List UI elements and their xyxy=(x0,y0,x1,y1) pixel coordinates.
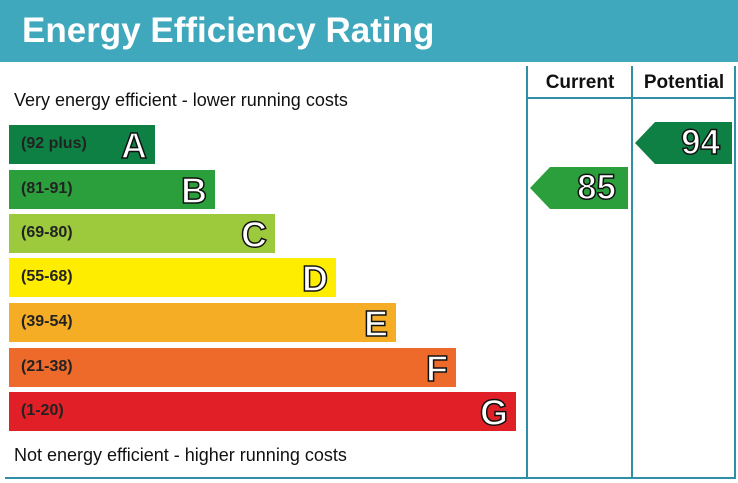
top-note: Very energy efficient - lower running co… xyxy=(14,90,348,110)
band-letter: F xyxy=(425,347,449,390)
divider-potential xyxy=(631,66,633,479)
divider-right xyxy=(734,66,736,479)
band-range-label: (1-20) xyxy=(21,402,64,419)
band-e: (39-54) E xyxy=(9,302,396,345)
band-c: (69-80) C xyxy=(9,213,275,256)
header-divider xyxy=(527,97,736,99)
title-bar: Energy Efficiency Rating xyxy=(0,0,738,62)
band-range-label: (55-68) xyxy=(21,268,73,285)
band-range-label: (21-38) xyxy=(21,358,73,375)
column-header-potential: Potential xyxy=(643,72,725,93)
band-b: (81-91) B xyxy=(9,169,215,212)
band-a: (92 plus) A xyxy=(9,124,155,167)
potential-rating-value: 94 xyxy=(680,122,720,163)
band-f: (21-38) F xyxy=(9,347,456,390)
band-range-label: (92 plus) xyxy=(21,135,87,152)
band-g: (1-20) G xyxy=(9,391,516,434)
chart-title: Energy Efficiency Rating xyxy=(22,11,435,50)
bottom-border xyxy=(5,477,736,479)
potential-arrow-shape xyxy=(635,122,732,164)
band-letter: E xyxy=(363,302,389,345)
band-range-label: (69-80) xyxy=(21,224,73,241)
current-rating-value: 85 xyxy=(576,167,616,208)
band-d: (55-68) D xyxy=(9,257,336,300)
current-arrow-shape xyxy=(530,167,628,209)
band-letter: G xyxy=(479,391,509,434)
current-rating-arrow: 85 xyxy=(530,167,628,209)
column-header-current: Current xyxy=(545,72,615,93)
band-letter: B xyxy=(180,169,208,212)
divider-current xyxy=(526,66,528,479)
bottom-note: Not energy efficient - higher running co… xyxy=(14,445,347,465)
band-range-label: (81-91) xyxy=(21,180,73,197)
band-letter: C xyxy=(240,213,268,256)
potential-rating-arrow: 94 xyxy=(635,122,732,164)
band-letter: A xyxy=(120,124,148,167)
band-letter: D xyxy=(301,257,329,300)
band-range-label: (39-54) xyxy=(21,313,73,330)
